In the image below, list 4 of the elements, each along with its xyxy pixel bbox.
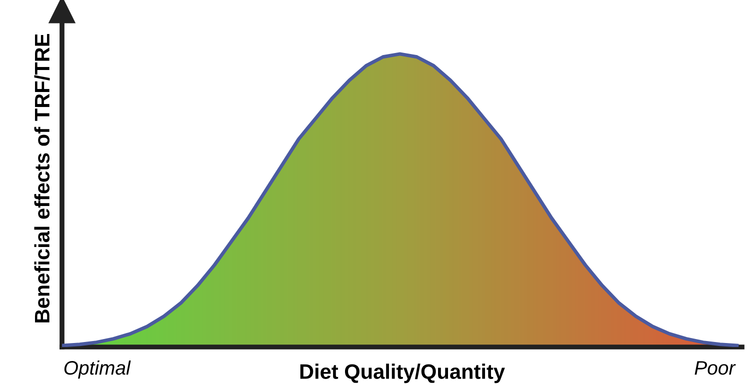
y-axis-title: Beneficial effects of TRF/TRE [34,34,50,322]
text: Optimal [64,360,131,379]
text: Poor [694,361,736,375]
x-axis-title: Diet Quality/Quantity [300,364,505,384]
